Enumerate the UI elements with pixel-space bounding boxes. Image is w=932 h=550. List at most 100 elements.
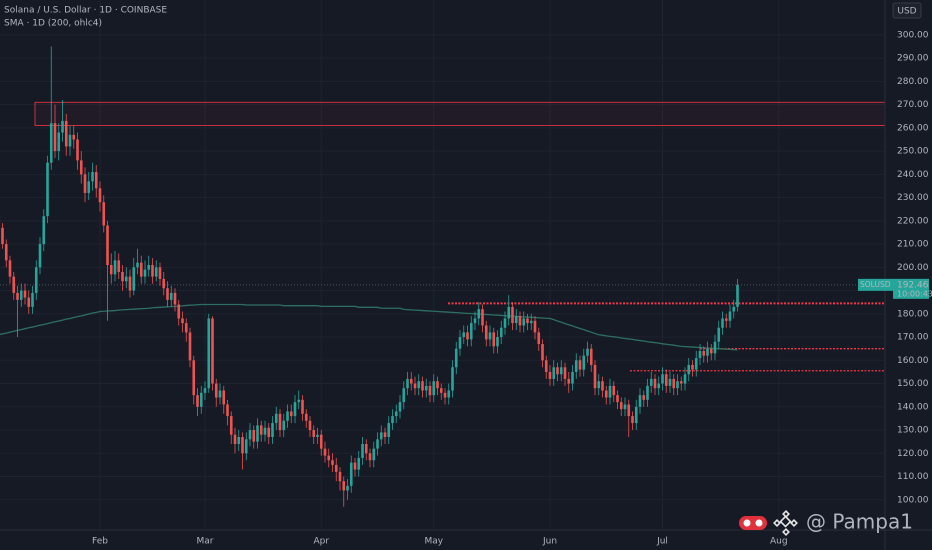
candle-body	[211, 318, 214, 384]
candle-body	[544, 360, 548, 372]
candle-body	[567, 378, 571, 384]
candle-body	[473, 318, 477, 324]
candle-body	[451, 367, 454, 391]
candle-body	[274, 413, 278, 424]
x-tick-label: Aug	[770, 537, 788, 547]
candle-body	[383, 432, 387, 438]
candle-body	[169, 292, 173, 300]
candle-body	[42, 216, 46, 245]
candle-body	[293, 402, 297, 417]
candle-body	[308, 420, 312, 431]
candle-body	[638, 395, 642, 407]
plot-area	[0, 46, 886, 507]
candle-body	[627, 404, 631, 417]
candle-body	[724, 318, 728, 321]
last-price-label: 192.46	[897, 280, 929, 290]
candle-body	[571, 371, 574, 384]
candle-body	[53, 123, 57, 152]
y-tick-label: 100.00	[897, 495, 929, 505]
candle-body	[668, 378, 672, 386]
candle-body	[286, 411, 289, 421]
candle-body	[222, 390, 226, 405]
y-tick-label: 300.00	[897, 30, 929, 40]
candle-body	[357, 457, 361, 470]
x-tick-label: Jun	[542, 537, 557, 547]
candle-body	[537, 332, 541, 345]
candle-body	[702, 351, 706, 356]
candle-body	[634, 406, 638, 424]
candle-body	[379, 432, 383, 440]
y-tick-label: 130.00	[897, 426, 929, 436]
candle-body	[522, 318, 526, 326]
candle-body	[477, 309, 481, 319]
y-tick-label: 180.00	[897, 309, 929, 319]
candle-body	[409, 378, 413, 384]
candle-body	[19, 290, 23, 300]
candle-body	[462, 332, 466, 338]
y-tick-label: 220.00	[897, 216, 929, 226]
candle-body	[428, 385, 432, 396]
candle-body	[143, 269, 147, 277]
candle-body	[46, 162, 49, 217]
candle-body	[721, 318, 724, 328]
candle-body	[248, 430, 252, 440]
candle-body	[649, 378, 653, 386]
watermark: @ Pampa1	[806, 510, 913, 534]
candle-body	[226, 404, 229, 417]
candle-body	[469, 323, 473, 340]
y-tick-label: 210.00	[897, 240, 929, 250]
candle-body	[368, 453, 372, 461]
candle-body	[334, 464, 338, 472]
candle-body	[139, 262, 143, 277]
candle-body	[166, 288, 169, 300]
candle-body	[529, 320, 533, 324]
candle-body	[676, 381, 679, 389]
candle-body	[608, 385, 612, 398]
candle-body	[289, 411, 293, 417]
y-tick-label: 230.00	[897, 193, 929, 203]
binance-logo	[773, 510, 798, 536]
y-tick-label: 290.00	[897, 54, 929, 64]
candle-body	[173, 292, 177, 305]
candle-body	[372, 448, 376, 461]
candle-body	[511, 306, 514, 324]
countdown-label: 10:00:43	[897, 289, 932, 298]
candle-body	[353, 462, 357, 470]
candle-body	[4, 244, 8, 261]
y-tick-label: 110.00	[897, 472, 929, 482]
candle-body	[548, 371, 552, 379]
y-tick-label: 250.00	[897, 147, 929, 157]
price-label-box	[893, 278, 929, 299]
x-tick-label: Mar	[197, 537, 214, 547]
candle-body	[338, 471, 342, 482]
candle-body	[323, 448, 327, 456]
candle-body	[23, 290, 27, 298]
candle-body	[151, 265, 154, 277]
candle-body	[582, 355, 586, 370]
candle-body	[586, 348, 589, 356]
candle-body	[346, 485, 349, 491]
candle-body	[683, 374, 687, 384]
candle-body	[439, 388, 443, 393]
candle-body	[533, 320, 537, 333]
candle-body	[229, 416, 233, 435]
candle-body	[631, 416, 634, 424]
candle-body	[132, 267, 136, 291]
candle-body	[57, 132, 61, 152]
currency-button[interactable]	[892, 2, 922, 19]
candle-body	[698, 351, 702, 358]
candle-body	[653, 378, 657, 389]
y-tick-label: 120.00	[897, 449, 929, 459]
candle-body	[214, 383, 218, 398]
candle-body	[413, 383, 417, 389]
candle-body	[691, 364, 694, 370]
candle-body	[616, 395, 619, 403]
candle-body	[124, 276, 128, 282]
y-tick-label: 280.00	[897, 77, 929, 87]
candle-body	[64, 120, 68, 147]
candle-body	[518, 316, 522, 326]
candle-body	[331, 460, 334, 465]
candle-body	[436, 381, 439, 389]
